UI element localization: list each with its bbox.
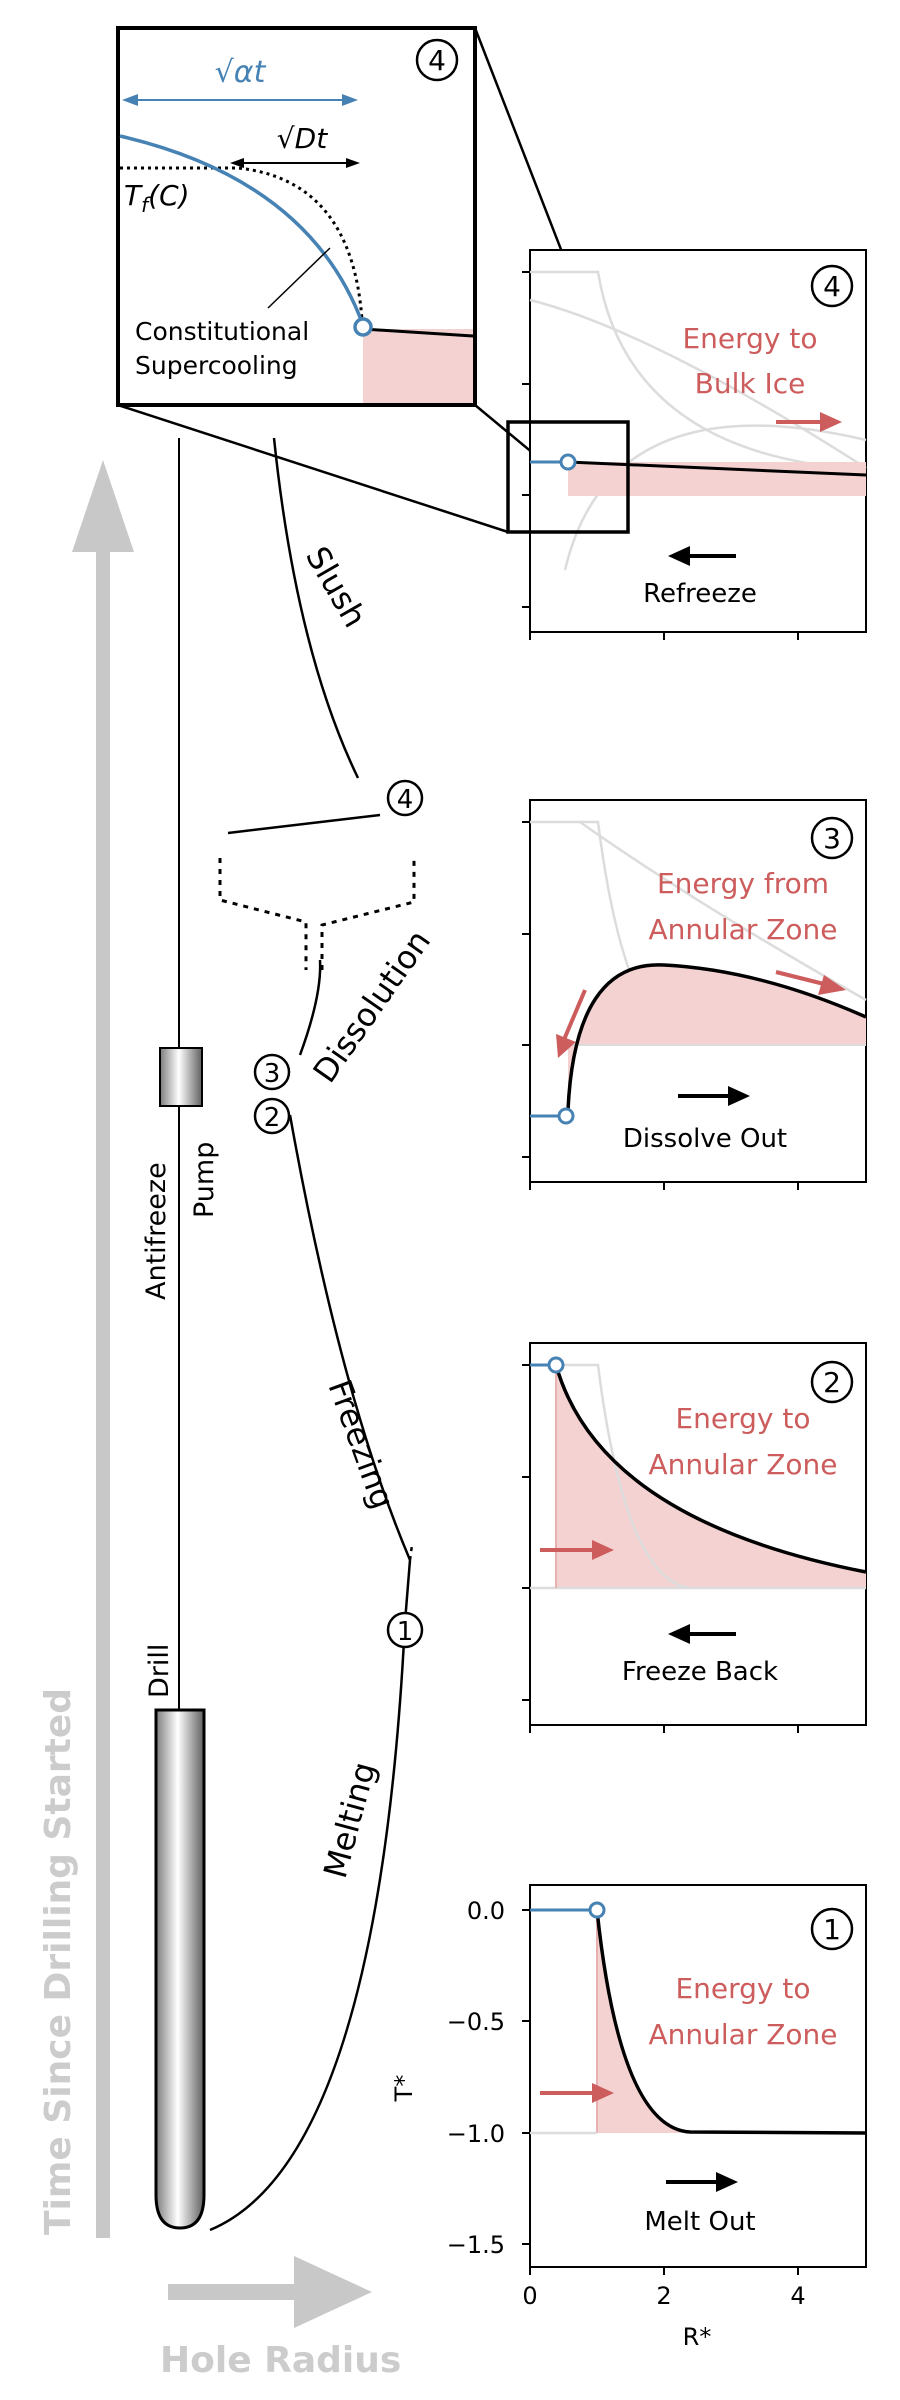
panel-4-zoom-box [506, 420, 630, 534]
inset-interface-dot [353, 317, 373, 337]
ytick-2: −1.0 [447, 2120, 505, 2148]
antifreeze-pump [159, 1047, 203, 1107]
time-axis-arrow [72, 460, 134, 2238]
inset-supercooling-2: Supercooling [135, 351, 298, 380]
pump-label-1: Antifreeze [141, 1162, 172, 1300]
inset-number: 4 [428, 44, 446, 77]
svg-text:4: 4 [823, 270, 841, 303]
inset-diffusion-arrow [230, 158, 360, 168]
panel-1: 1 Energy to Annular Zone Melt Out 0.0 −0… [390, 1884, 867, 2351]
inset-freezing-curve [120, 166, 364, 321]
inset-supercooling-1: Constitutional [135, 317, 309, 346]
ytick-3: −1.5 [447, 2231, 505, 2259]
svg-text:Melt Out: Melt Out [644, 2207, 755, 2237]
time-axis-label: Time Since Drilling Started [38, 1688, 79, 2235]
svg-text:Bulk Ice: Bulk Ice [695, 367, 806, 400]
inset-alpha-arrow [122, 94, 358, 106]
svg-text:2: 2 [823, 1366, 841, 1399]
zoom-inset: √αt √Dt Tf(C) Constitutional Supercoolin… [116, 26, 477, 407]
panel-3: 3 Energy from Annular Zone Dissolve Out [522, 799, 867, 1190]
drill-label: Drill [144, 1644, 175, 1698]
inset-diffusion-label: √Dt [277, 122, 328, 155]
inset-alpha-label: √αt [215, 55, 267, 90]
xtick-0: 0 [522, 2282, 537, 2310]
panel-2: 2 Energy to Annular Zone Freeze Back [522, 1342, 867, 1733]
svg-text:Energy from: Energy from [657, 867, 829, 900]
drill-body [154, 1708, 206, 2230]
x-axis-label: R* [683, 2323, 712, 2351]
svg-text:Energy to: Energy to [682, 322, 817, 355]
svg-text:Annular Zone: Annular Zone [648, 1448, 837, 1481]
svg-text:1: 1 [823, 1913, 841, 1946]
svg-text:Freeze Back: Freeze Back [622, 1657, 778, 1687]
inset-tf-label: Tf(C) [124, 179, 190, 217]
y-axis-label: T* [390, 2075, 418, 2103]
path-marker-1: 1 [386, 1611, 424, 1649]
slush-label: Slush [298, 540, 374, 634]
svg-text:Dissolve Out: Dissolve Out [623, 1124, 787, 1154]
svg-text:4: 4 [397, 785, 414, 815]
svg-text:2: 2 [264, 1103, 281, 1133]
xtick-2: 4 [790, 2282, 805, 2310]
pump-label-2: Pump [189, 1142, 220, 1218]
inset-temperature-curve [119, 134, 365, 326]
dissolution-label: Dissolution [305, 923, 438, 1090]
svg-text:Annular Zone: Annular Zone [648, 2018, 837, 2051]
panel-4: 4 Energy to Bulk Ice Refreeze [506, 249, 867, 640]
svg-text:Refreeze: Refreeze [643, 579, 757, 609]
inset-pointer-line [267, 247, 331, 309]
radius-axis-arrow [168, 2256, 372, 2328]
svg-text:3: 3 [823, 822, 841, 855]
inset-annular-zone [363, 329, 473, 403]
inset-ice-line [362, 327, 474, 338]
freezing-label: Freezing [320, 1375, 402, 1514]
svg-text:Annular Zone: Annular Zone [648, 913, 837, 946]
melting-label: Melting [316, 1758, 383, 1882]
svg-text:1: 1 [397, 1617, 414, 1647]
dissolution-funnel [218, 858, 416, 970]
stage-path [209, 437, 414, 2232]
svg-text:3: 3 [264, 1059, 281, 1089]
xtick-1: 2 [656, 2282, 671, 2310]
svg-text:Energy to: Energy to [675, 1972, 810, 2005]
radius-axis-label: Hole Radius [160, 2340, 401, 2381]
ytick-0: 0.0 [467, 1897, 505, 1925]
svg-text:Energy to: Energy to [675, 1402, 810, 1435]
ytick-1: −0.5 [447, 2008, 505, 2036]
path-marker-3: 3 [253, 1053, 291, 1091]
path-marker-2: 2 [253, 1097, 291, 1135]
path-marker-4: 4 [386, 779, 424, 817]
